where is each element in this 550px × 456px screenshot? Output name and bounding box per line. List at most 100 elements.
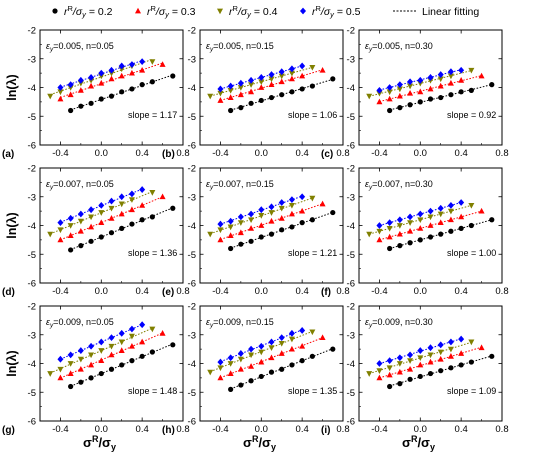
y-tick-label: -3 xyxy=(28,330,36,341)
y-tick-label: -4 xyxy=(347,221,355,232)
data-point xyxy=(427,352,434,359)
x-tick-label: 0.4 xyxy=(136,286,149,297)
data-point xyxy=(159,61,166,67)
data-point xyxy=(258,358,265,365)
y-tick-label: -5 xyxy=(347,388,355,399)
data-point xyxy=(417,225,424,231)
slope-label: slope = 1.48 xyxy=(128,386,177,396)
x-tick-label: -0.4 xyxy=(371,148,387,159)
y-tick-label: -6 xyxy=(28,141,36,152)
data-point xyxy=(376,374,383,381)
data-point xyxy=(258,222,265,228)
legend-label-r: r xyxy=(312,6,316,18)
panel-params-value: =0.005, n=0.05 xyxy=(53,41,114,51)
data-point xyxy=(396,368,403,375)
data-point xyxy=(57,236,64,243)
legend-label-sub: y xyxy=(81,10,87,19)
data-point xyxy=(88,223,95,230)
data-point xyxy=(57,374,64,381)
data-point xyxy=(227,82,234,90)
data-point xyxy=(376,368,383,374)
panel-params-value: =0.007, n=0.05 xyxy=(53,179,114,189)
epsilon-sub: y xyxy=(368,46,373,53)
x-tick-label: 0.0 xyxy=(414,424,427,435)
epsilon-sub: y xyxy=(209,184,214,191)
data-point xyxy=(149,326,156,333)
x-tick-label: 0.8 xyxy=(176,148,189,159)
data-point xyxy=(237,365,244,372)
data-point xyxy=(118,339,125,346)
y-tick-label: -6 xyxy=(188,141,196,152)
data-point xyxy=(108,351,115,358)
epsilon-symbol: ε xyxy=(46,317,51,327)
data-point xyxy=(417,355,424,362)
x-axis-sub: y xyxy=(430,442,435,452)
epsilon-symbol: ε xyxy=(46,41,51,51)
y-tick-label: -5 xyxy=(188,388,196,399)
epsilon-symbol: ε xyxy=(365,41,370,51)
y-tick-label: -6 xyxy=(28,279,36,290)
data-point xyxy=(139,353,145,359)
data-point xyxy=(396,230,403,237)
data-point xyxy=(88,238,94,244)
data-point xyxy=(397,243,403,249)
legend-marker xyxy=(52,8,58,14)
y-tick-label: -2 xyxy=(28,302,36,313)
epsilon-sub: y xyxy=(368,184,373,191)
y-tick-label: -6 xyxy=(347,417,355,428)
axis-titles: ln(λ)ln(λ)ln(λ)σR/σy σR/σy σR/σy xyxy=(5,74,435,452)
data-point xyxy=(118,62,125,70)
data-point xyxy=(248,238,254,244)
data-point xyxy=(88,214,95,221)
data-point xyxy=(299,220,305,226)
panel-params: εy=0.005, n=0.05 xyxy=(46,41,114,53)
data-point xyxy=(98,79,105,86)
data-point xyxy=(88,361,95,368)
data-point xyxy=(417,76,424,84)
data-point xyxy=(447,79,454,86)
data-point xyxy=(118,72,125,79)
data-point xyxy=(396,86,403,93)
x-tick-label: 0.4 xyxy=(455,424,468,435)
data-point xyxy=(396,216,403,224)
epsilon-symbol: ε xyxy=(46,179,51,189)
fit-line xyxy=(60,62,163,98)
data-point xyxy=(139,82,145,88)
legend-label-r: r xyxy=(64,6,68,18)
x-axis-sigma: σ xyxy=(402,435,411,450)
data-point xyxy=(288,65,295,73)
data-point xyxy=(227,87,234,94)
y-tick-label: -3 xyxy=(28,54,36,65)
data-point xyxy=(478,207,485,214)
x-tick-label: 0.0 xyxy=(414,286,427,297)
x-tick-label: -0.4 xyxy=(212,424,228,435)
x-tick-label: 0.8 xyxy=(176,286,189,297)
data-point xyxy=(108,215,115,221)
data-point xyxy=(57,95,64,102)
panel-params: εy=0.005, n=0.15 xyxy=(206,41,274,53)
legend-entry-label: rR/σy = 0.5 xyxy=(312,4,361,19)
data-point xyxy=(437,71,444,78)
epsilon-symbol: ε xyxy=(365,317,370,327)
data-point xyxy=(119,362,125,368)
data-point xyxy=(427,85,434,92)
fit-line xyxy=(50,58,153,96)
data-point xyxy=(129,221,135,227)
y-tick-label: -3 xyxy=(28,192,36,203)
data-point xyxy=(67,91,74,98)
data-point xyxy=(98,96,104,102)
data-point xyxy=(289,224,295,230)
y-tick-label: -4 xyxy=(28,83,36,94)
data-point xyxy=(108,366,115,372)
data-point xyxy=(78,103,84,109)
data-point xyxy=(458,89,464,95)
data-point xyxy=(258,342,265,350)
data-point xyxy=(67,232,74,238)
slope-label: slope = 1.00 xyxy=(447,248,496,258)
legend-label-sigma: /σ xyxy=(320,6,331,18)
data-point xyxy=(98,234,104,240)
data-point xyxy=(67,370,74,376)
data-point xyxy=(248,76,255,84)
data-point xyxy=(319,66,326,73)
legend-label-value: = 0.3 xyxy=(169,6,196,18)
